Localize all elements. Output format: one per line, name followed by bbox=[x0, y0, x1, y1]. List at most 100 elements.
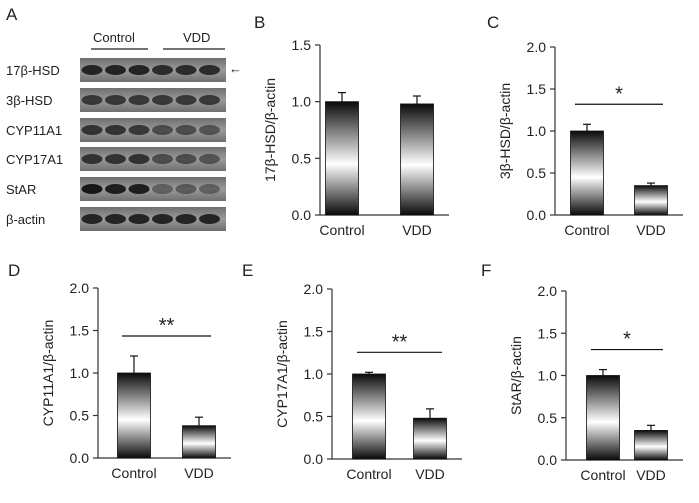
y-tick-label: 1.0 bbox=[538, 368, 558, 384]
category-label: VDD bbox=[636, 467, 666, 483]
y-tick-label: 0.5 bbox=[527, 165, 547, 181]
y-axis-label: 17β-HSD/β-actin bbox=[262, 78, 278, 182]
blot-panel: A Control VDD ← 17β-HSD 3β-HSD CYP11A1 CYP1… bbox=[6, 5, 242, 231]
y-tick-label: 0.5 bbox=[292, 150, 312, 166]
bar-vdd bbox=[400, 103, 434, 216]
category-label: Control bbox=[111, 465, 156, 481]
blot-band bbox=[81, 184, 103, 194]
blot-band bbox=[152, 95, 173, 105]
bar-control bbox=[570, 130, 604, 216]
y-tick-label: 2.0 bbox=[538, 283, 558, 299]
y-tick-label: 0.0 bbox=[292, 207, 312, 223]
blot-row-label: CYP17A1 bbox=[6, 152, 63, 167]
bar-control bbox=[117, 372, 151, 459]
y-tick-label: 1.0 bbox=[292, 94, 312, 110]
blot-row-label: 3β-HSD bbox=[6, 93, 52, 108]
blot-band bbox=[105, 214, 126, 224]
blot-band bbox=[175, 184, 197, 194]
blot-group-label-control: Control bbox=[93, 30, 135, 45]
significance-marker: ** bbox=[392, 331, 408, 353]
blot-band bbox=[105, 154, 126, 164]
blot-band bbox=[199, 95, 220, 105]
blot-band bbox=[175, 154, 197, 164]
chart-panel-d: D 0.0 0.5 1.0 1.5 2.0 CYP11A1/β-actin Control VD… bbox=[8, 261, 231, 481]
blot-band bbox=[81, 65, 103, 75]
blot-band bbox=[128, 65, 150, 75]
blot-band bbox=[105, 184, 126, 194]
y-tick-label: 1.5 bbox=[70, 323, 90, 339]
y-tick-label: 0.5 bbox=[304, 409, 324, 425]
blot-band bbox=[128, 154, 150, 164]
y-tick-label: 1.5 bbox=[304, 324, 324, 340]
blot-band bbox=[175, 214, 197, 224]
y-tick-label: 0.0 bbox=[527, 207, 547, 223]
category-label: Control bbox=[580, 467, 625, 483]
y-tick-label: 2.0 bbox=[304, 281, 324, 297]
significance-marker: * bbox=[615, 83, 623, 105]
panel-letter: F bbox=[481, 261, 491, 280]
panel-letter: C bbox=[487, 13, 499, 32]
category-label: VDD bbox=[402, 222, 432, 238]
blot-group-label-vdd: VDD bbox=[183, 30, 210, 45]
panel-letter: E bbox=[242, 261, 253, 280]
y-tick-label: 0.0 bbox=[304, 451, 324, 467]
category-label: Control bbox=[564, 222, 609, 238]
panel-letter: D bbox=[8, 261, 20, 280]
blot-band bbox=[199, 214, 220, 224]
y-tick-label: 0.0 bbox=[538, 452, 558, 468]
y-tick-label: 1.5 bbox=[538, 325, 558, 341]
y-axis-label: StAR/β-actin bbox=[508, 336, 524, 415]
blot-rows: 17β-HSD 3β-HSD CYP11A1 CYP17A1 StAR β-actin bbox=[6, 58, 226, 231]
blot-band bbox=[81, 154, 103, 164]
blot-strip bbox=[80, 177, 226, 201]
blot-band bbox=[152, 125, 173, 135]
blot-band bbox=[128, 214, 150, 224]
significance-marker: ** bbox=[159, 315, 175, 337]
y-tick-label: 0.5 bbox=[538, 410, 558, 426]
blot-band bbox=[105, 95, 126, 105]
y-tick-label: 1.0 bbox=[527, 123, 547, 139]
y-tick-label: 1.0 bbox=[70, 365, 90, 381]
y-tick-label: 1.5 bbox=[527, 81, 547, 97]
blot-band bbox=[152, 154, 173, 164]
blot-band bbox=[128, 184, 150, 194]
blot-row-label: CYP11A1 bbox=[6, 123, 62, 138]
blot-band bbox=[152, 65, 173, 75]
blot-row-label: 17β-HSD bbox=[6, 63, 60, 78]
bar-charts: B 0.0 0.5 1.0 1.5 17β-HSD/β-actin Control VDD C 0… bbox=[8, 13, 683, 483]
y-tick-label: 1.0 bbox=[304, 366, 324, 382]
blot-band bbox=[81, 95, 103, 105]
blot-band bbox=[152, 184, 173, 194]
blot-arrow: ← bbox=[229, 61, 242, 76]
bar-vdd bbox=[413, 417, 447, 460]
blot-band bbox=[128, 125, 150, 135]
blot-band bbox=[175, 95, 197, 105]
blot-band bbox=[199, 65, 220, 75]
bar-control bbox=[352, 373, 386, 460]
category-label: VDD bbox=[636, 222, 666, 238]
bar-control bbox=[586, 375, 620, 461]
y-tick-label: 2.0 bbox=[527, 39, 547, 55]
blot-band bbox=[105, 65, 126, 75]
chart-panel-b: B 0.0 0.5 1.0 1.5 17β-HSD/β-actin Control VDD bbox=[254, 13, 449, 238]
y-axis-label: CYP17A1/β-actin bbox=[274, 320, 290, 428]
category-label: Control bbox=[346, 466, 391, 482]
blot-band bbox=[105, 125, 126, 135]
y-axis-label: CYP11A1/β-actin bbox=[40, 320, 56, 427]
blot-band bbox=[128, 95, 150, 105]
bar-vdd bbox=[182, 425, 216, 459]
panel-letter-a: A bbox=[6, 5, 18, 24]
y-tick-label: 1.5 bbox=[292, 37, 312, 53]
chart-panel-c: C 0.0 0.5 1.0 1.5 2.0 3β-HSD/β-actin Control VDD… bbox=[487, 13, 683, 238]
category-label: Control bbox=[319, 222, 364, 238]
significance-marker: * bbox=[623, 329, 631, 351]
blot-band bbox=[199, 184, 220, 194]
blot-band bbox=[81, 125, 103, 135]
blot-row-label: StAR bbox=[6, 182, 36, 197]
blot-band bbox=[199, 125, 220, 135]
blot-band bbox=[81, 214, 103, 224]
chart-panel-e: E 0.0 0.5 1.0 1.5 2.0 CYP17A1/β-actin Control VD… bbox=[242, 261, 462, 482]
panel-letter: B bbox=[254, 13, 265, 32]
